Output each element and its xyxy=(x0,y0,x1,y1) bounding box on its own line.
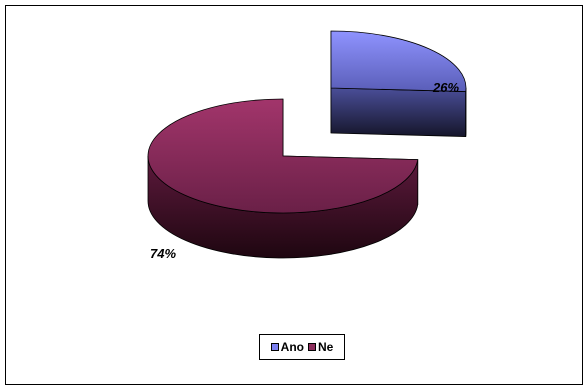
legend-swatch-ne xyxy=(308,343,316,351)
legend-label-ne: Ne xyxy=(318,340,333,354)
pie-chart: 26% 74% xyxy=(6,6,584,386)
legend-item-ano: Ano xyxy=(271,340,304,354)
data-label-ne: 74% xyxy=(150,246,176,261)
data-label-ano: 26% xyxy=(432,80,459,95)
chart-frame: 26% 74% Ano Ne xyxy=(5,5,583,385)
legend-item-ne: Ne xyxy=(308,340,333,354)
legend: Ano Ne xyxy=(259,334,345,360)
legend-swatch-ano xyxy=(271,343,279,351)
legend-label-ano: Ano xyxy=(281,340,304,354)
slice-ano-wall-1 xyxy=(331,88,466,137)
